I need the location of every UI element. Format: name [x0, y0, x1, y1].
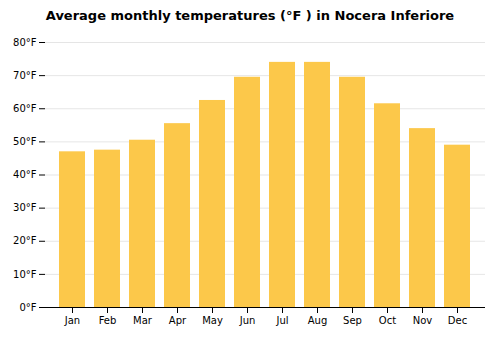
- svg-text:20°F: 20°F: [13, 235, 37, 246]
- svg-text:Dec: Dec: [448, 315, 467, 326]
- svg-text:50°F: 50°F: [13, 136, 37, 147]
- svg-text:Aug: Aug: [308, 315, 328, 326]
- svg-text:Mar: Mar: [133, 315, 153, 326]
- svg-text:Nov: Nov: [413, 315, 433, 326]
- svg-text:Feb: Feb: [99, 315, 117, 326]
- html-text:Average monthly temperatures (: Average monthly temperatures (°F ) in No…: [45, 8, 455, 23]
- svg-text:Jan: Jan: [64, 315, 80, 326]
- svg-text:Apr: Apr: [169, 315, 187, 326]
- svg-text:80°F: 80°F: [13, 37, 37, 48]
- svg-text:Jul: Jul: [275, 315, 288, 326]
- svg-text:Oct: Oct: [379, 315, 396, 326]
- svg-text:10°F: 10°F: [13, 269, 37, 280]
- svg-text:30°F: 30°F: [13, 202, 37, 213]
- svg-text:40°F: 40°F: [13, 169, 37, 180]
- svg-text:May: May: [202, 315, 223, 326]
- svg-text:0°F: 0°F: [19, 302, 36, 313]
- svg-text:60°F: 60°F: [13, 103, 37, 114]
- svg-text:Sep: Sep: [343, 315, 362, 326]
- svg-text:70°F: 70°F: [13, 70, 37, 81]
- svg-text:Jun: Jun: [239, 315, 256, 326]
